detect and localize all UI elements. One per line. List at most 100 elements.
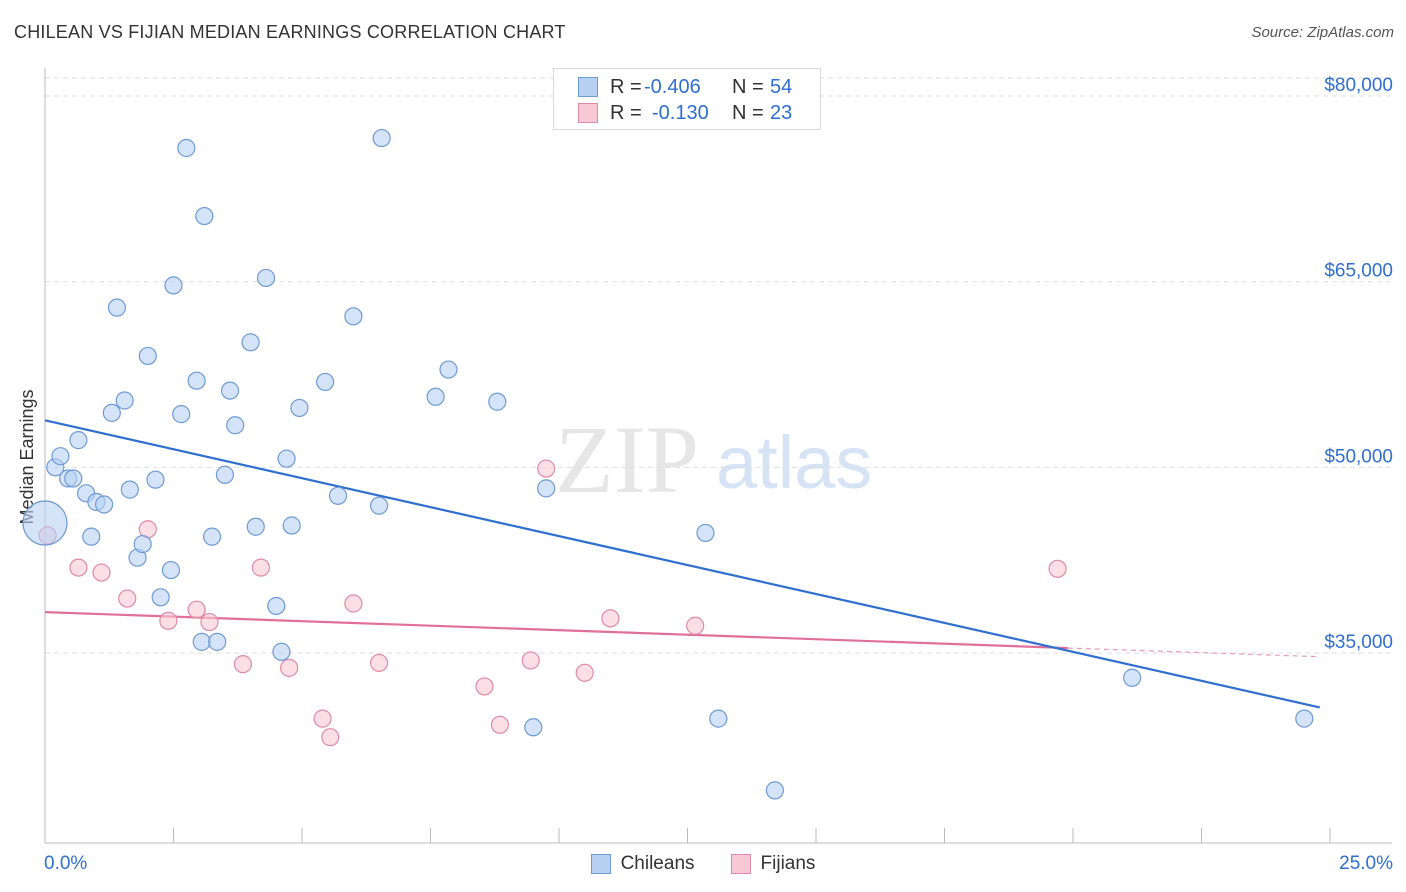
chileans-point xyxy=(151,588,170,607)
chileans-point xyxy=(537,479,556,498)
fijians-point xyxy=(370,653,389,673)
chileans-point xyxy=(120,480,139,499)
n-value: 54 xyxy=(770,75,793,98)
chileans-point xyxy=(138,346,157,366)
fijians-point xyxy=(475,677,494,696)
chileans-point xyxy=(277,449,296,468)
n-label: N = xyxy=(732,101,764,124)
y-tick-label: $65,000 xyxy=(1324,261,1393,282)
y-tick-labels: $35,000 $50,000 $65,000 $80,000 xyxy=(1324,75,1393,653)
legend-label-fijians: Fijians xyxy=(760,853,816,874)
chileans-point xyxy=(488,392,507,411)
y-axis-label: Median Earnings xyxy=(17,389,37,524)
chileans-point xyxy=(226,416,245,435)
chileans-point xyxy=(290,398,309,418)
fijians-point xyxy=(537,459,556,478)
chileans-point xyxy=(177,138,196,158)
legend-item-fijians[interactable]: Fijians xyxy=(730,853,816,875)
chileans-point xyxy=(426,387,445,406)
fijians-point xyxy=(490,715,509,734)
chileans-point xyxy=(95,495,114,514)
legend-row-chileans: R = -0.406 N = 54 xyxy=(578,74,792,100)
series-legend: Chileans Fijians xyxy=(0,851,1406,877)
chileans-point xyxy=(344,307,363,326)
fijians-point xyxy=(69,558,88,577)
chileans-point xyxy=(370,496,389,515)
fijians-point xyxy=(521,651,540,670)
y-tick-label: $35,000 xyxy=(1324,632,1393,653)
legend-item-chileans[interactable]: Chileans xyxy=(590,853,695,875)
n-label: N = xyxy=(732,75,764,98)
x-tick-label: 25.0% xyxy=(1339,853,1393,874)
chileans-point xyxy=(246,517,265,536)
chileans-swatch xyxy=(590,854,611,874)
fijians-point xyxy=(321,728,340,747)
chileans-point xyxy=(709,709,728,728)
x-tick-label: 0.0% xyxy=(44,853,87,874)
chileans-point xyxy=(241,333,260,352)
chileans-point xyxy=(765,781,784,800)
chileans-trend-line xyxy=(44,419,1320,709)
chileans-point xyxy=(107,298,127,317)
fijians-point xyxy=(187,600,206,619)
chileans-point xyxy=(161,560,181,580)
chileans-point xyxy=(256,268,276,288)
chileans-point xyxy=(328,486,348,505)
chileans-point xyxy=(215,465,234,484)
chileans-point xyxy=(372,128,391,148)
fijians-point xyxy=(280,658,299,677)
fijians-point xyxy=(575,663,594,682)
fijians-point xyxy=(313,709,332,728)
chileans-point xyxy=(439,360,458,379)
fijians-point xyxy=(1048,559,1067,578)
y-tick-label: $80,000 xyxy=(1324,75,1393,96)
chileans-point xyxy=(316,372,335,392)
watermark-atlas: atlas xyxy=(716,421,872,504)
chileans-point xyxy=(133,534,152,554)
chileans-point xyxy=(202,527,222,546)
chileans-point xyxy=(64,469,83,488)
n-value: 23 xyxy=(770,101,793,124)
fijians-point xyxy=(118,589,137,608)
legend-row-fijians: R = -0.130 N = 23 xyxy=(578,100,792,126)
chart-title: CHILEAN VS FIJIAN MEDIAN EARNINGS CORREL… xyxy=(14,22,566,42)
r-value: -0.406 xyxy=(644,75,701,98)
chileans-point xyxy=(272,642,291,661)
chileans-point xyxy=(1123,668,1142,687)
chileans-point xyxy=(51,447,70,466)
watermark: ZIP atlas xyxy=(555,406,872,513)
fijians-point xyxy=(159,611,178,630)
r-label: R = xyxy=(610,101,642,124)
fijians-trend-extension xyxy=(1067,647,1320,658)
chileans-point xyxy=(102,403,121,422)
chileans-point xyxy=(164,276,183,295)
r-label: R = xyxy=(610,75,642,98)
chileans-point xyxy=(696,523,715,543)
fijians-point xyxy=(601,609,620,628)
fijians-swatch xyxy=(578,103,598,123)
chileans-point xyxy=(220,381,240,400)
fijians-point xyxy=(251,558,270,577)
data-points xyxy=(22,128,1314,800)
fijians-swatch xyxy=(730,854,751,874)
chileans-point xyxy=(195,206,214,226)
chileans-point xyxy=(172,405,191,424)
fijians-point xyxy=(200,612,219,632)
chileans-point xyxy=(192,632,211,651)
r-value: -0.130 xyxy=(652,101,709,124)
chileans-point xyxy=(82,527,101,546)
chileans-point xyxy=(267,596,286,616)
source-label: Source: ZipAtlas.com xyxy=(1251,24,1394,41)
legend-label-chileans: Chileans xyxy=(620,853,695,874)
fijians-point xyxy=(233,655,252,674)
x-tick-labels: 0.0% 25.0% xyxy=(44,853,1393,874)
stats-legend: R = -0.406 N = 54 R = -0.130 N = 23 xyxy=(553,68,821,130)
chileans-point xyxy=(69,431,88,450)
chileans-point xyxy=(1295,709,1314,728)
y-tick-label: $50,000 xyxy=(1324,446,1393,467)
chileans-swatch xyxy=(578,77,598,97)
chileans-point xyxy=(22,500,68,546)
fijians-point xyxy=(686,616,705,635)
chileans-point xyxy=(187,371,206,390)
